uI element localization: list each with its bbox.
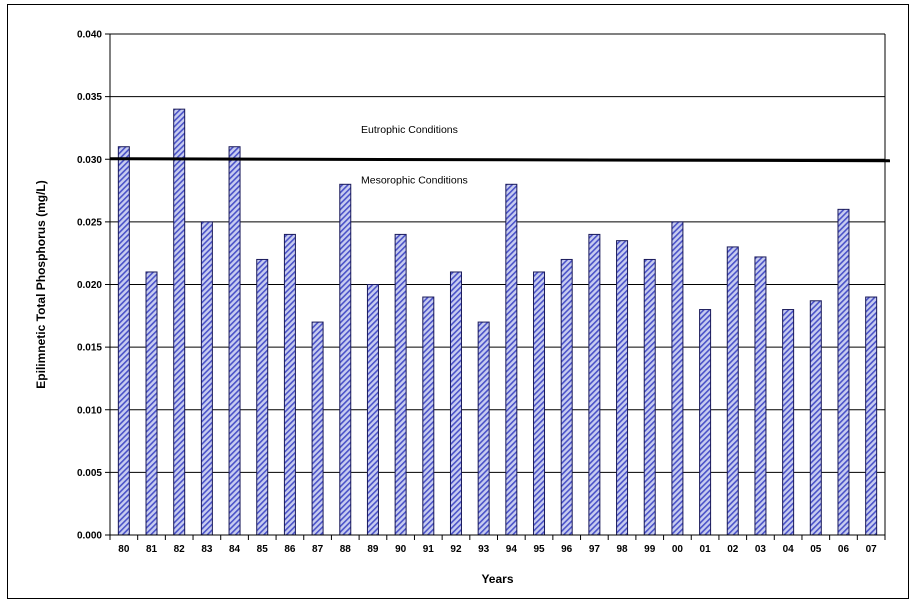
x-tick-label: 02	[727, 544, 739, 555]
x-tick-label: 81	[146, 544, 158, 555]
annotation-label: Eutrophic Conditions	[361, 124, 458, 136]
bar-80	[117, 146, 130, 536]
bar-97	[588, 233, 601, 536]
bar-84	[228, 146, 241, 536]
x-tick-label: 89	[367, 544, 379, 555]
y-tick-label: 0.035	[77, 92, 102, 103]
y-tick-label: 0.015	[77, 343, 102, 354]
x-tick-label: 00	[672, 544, 684, 555]
x-tick-label: 87	[312, 544, 324, 555]
eutrophic-threshold-line	[109, 157, 891, 163]
bar-02	[726, 246, 739, 536]
bar-04	[782, 309, 795, 536]
y-tick-label: 0.010	[77, 405, 102, 416]
x-tick-label: 84	[229, 544, 241, 555]
x-tick-label: 86	[284, 544, 296, 555]
bar-94	[505, 183, 518, 536]
bar-01	[699, 309, 712, 536]
bar-06	[837, 208, 850, 536]
x-tick-label: 95	[533, 544, 545, 555]
bar-85	[256, 258, 269, 536]
bar-95	[533, 271, 546, 536]
bar-03	[754, 256, 767, 536]
gridlines	[110, 33, 885, 473]
x-tick-label: 03	[755, 544, 767, 555]
x-tick-labels: 80 81 82 83 84 85 86 87 88 89 90 91 92 93 94 95 96 97 98 99…	[118, 544, 877, 555]
y-tick-label: 0.000	[77, 531, 102, 542]
y-tick-labels: 0.000 0.005 0.010 0.015 0.020 0.025 0.030 0.035…	[77, 30, 102, 542]
x-tick-label: 97	[589, 544, 601, 555]
x-tick-label: 94	[506, 544, 518, 555]
x-tick-label: 92	[450, 544, 462, 555]
annotation-label: Mesorophic Conditions	[361, 174, 468, 186]
bar-82	[173, 108, 186, 536]
x-tick-label: 80	[118, 544, 130, 555]
bar-series	[117, 108, 878, 536]
bar-86	[283, 233, 296, 536]
bar-99	[643, 258, 656, 536]
y-tick-label: 0.040	[77, 30, 102, 41]
bar-00	[671, 221, 684, 536]
bar-91	[422, 296, 435, 536]
x-tick-label: 85	[257, 544, 269, 555]
x-tick-label: 83	[201, 544, 213, 555]
x-tick-label: 90	[395, 544, 407, 555]
x-tick-label: 05	[810, 544, 822, 555]
bar-07	[865, 296, 878, 536]
x-axis-label: Years	[481, 572, 513, 586]
y-axis-label: Epilimnetic Total Phosphorus (mg/L)	[34, 180, 48, 388]
y-tick-label: 0.025	[77, 217, 102, 228]
x-tick-label: 04	[783, 544, 795, 555]
y-tick-label: 0.005	[77, 468, 102, 479]
x-tick-label: 93	[478, 544, 490, 555]
bar-05	[809, 300, 822, 536]
x-tick-label: 82	[174, 544, 186, 555]
x-tick-label: 96	[561, 544, 573, 555]
bar-88	[339, 183, 352, 536]
x-tick-label: 91	[423, 544, 435, 555]
bar-90	[394, 233, 407, 536]
x-tick-label: 99	[644, 544, 656, 555]
y-tick-label: 0.030	[77, 155, 102, 166]
bar-92	[449, 271, 462, 536]
bar-96	[560, 258, 573, 536]
bar-98	[616, 240, 629, 536]
bar-81	[145, 271, 158, 536]
x-tick-label: 98	[616, 544, 628, 555]
x-tick-label: 88	[340, 544, 352, 555]
y-tick-label: 0.020	[77, 280, 102, 291]
x-tick-label: 01	[700, 544, 712, 555]
bar-83	[200, 221, 213, 536]
bar-87	[311, 321, 324, 536]
annotations: Eutrophic Conditions Mesorophic Condition…	[361, 124, 468, 186]
bar-89	[366, 284, 379, 536]
x-tick-label: 06	[838, 544, 850, 555]
bar-93	[477, 321, 490, 536]
axes	[105, 33, 886, 540]
x-tick-label: 07	[866, 544, 878, 555]
